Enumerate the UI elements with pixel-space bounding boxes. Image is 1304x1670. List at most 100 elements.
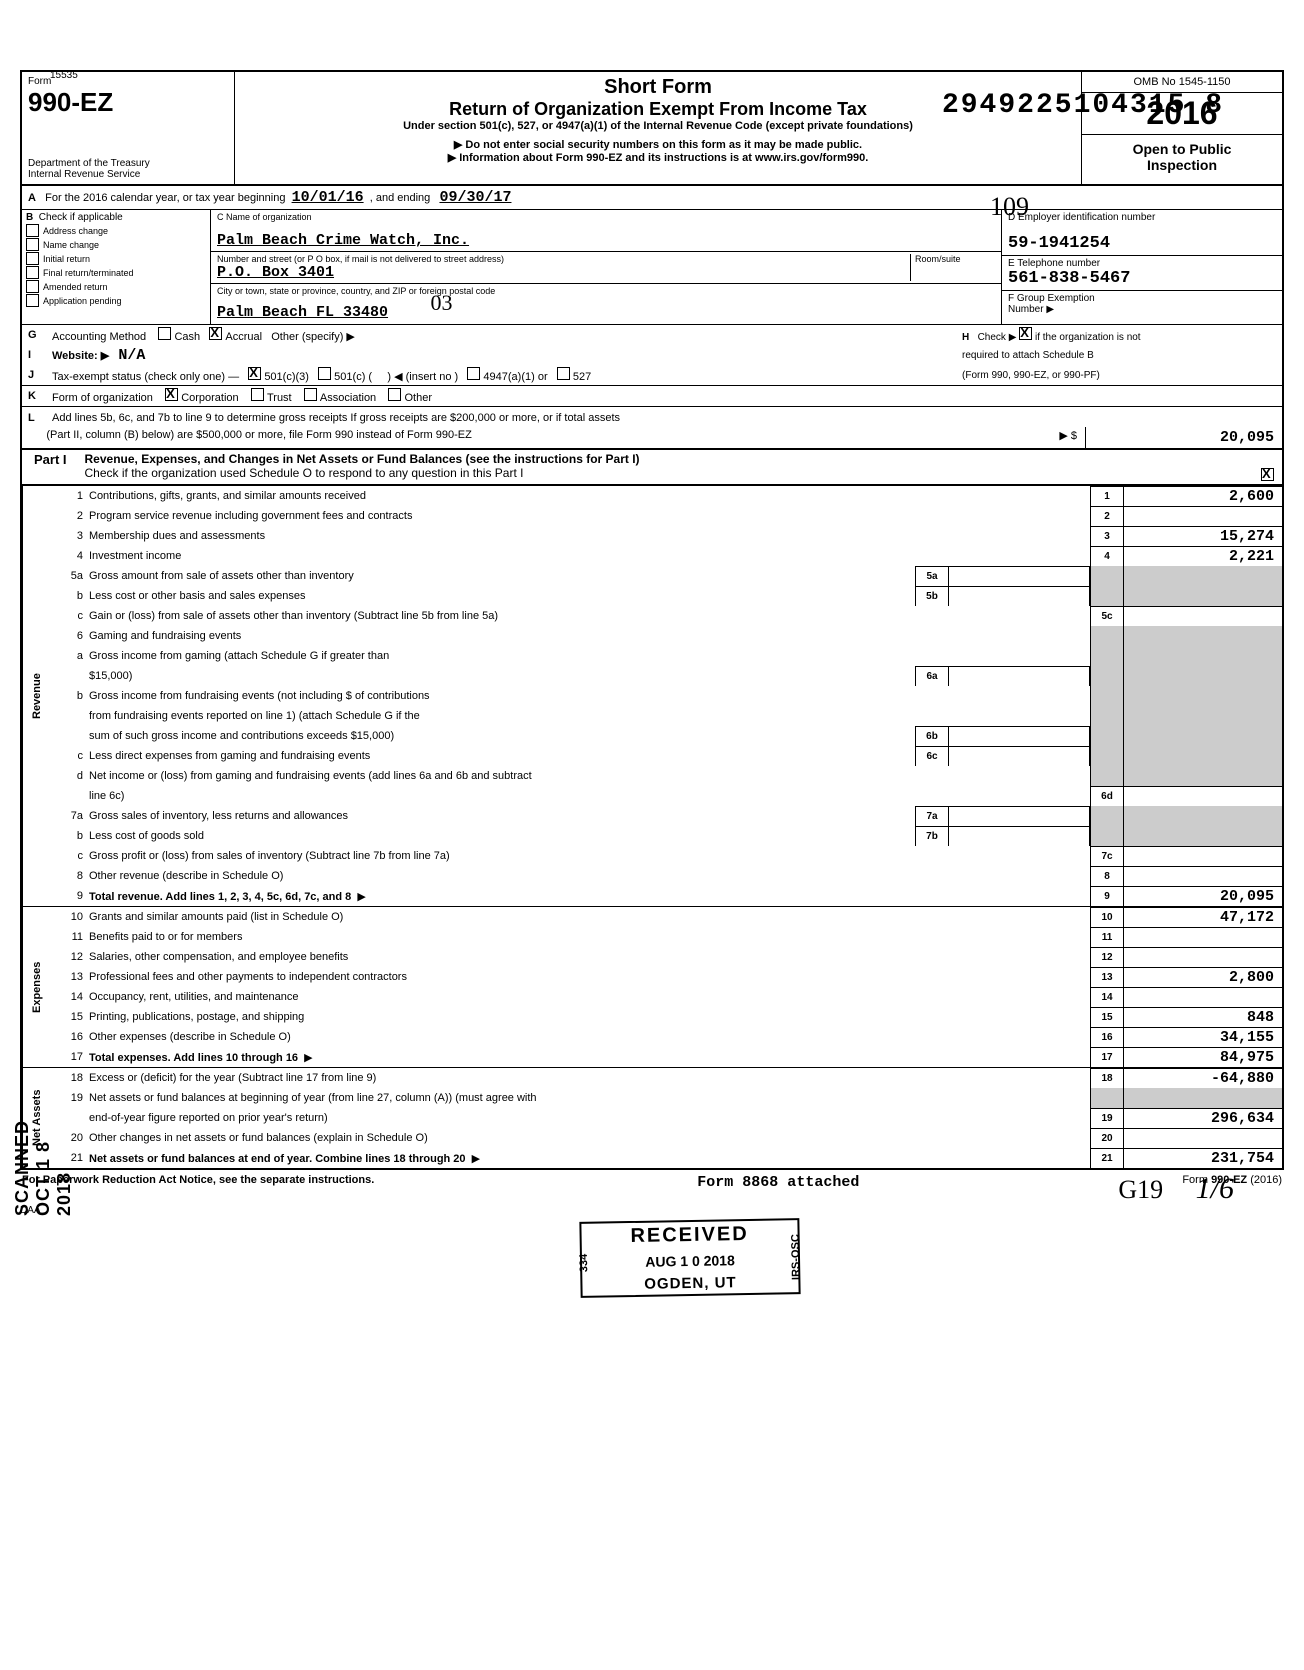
right-num-box: 21 bbox=[1090, 1148, 1124, 1168]
line-description: line 6c) bbox=[89, 790, 1090, 802]
check-corporation[interactable] bbox=[165, 388, 178, 401]
mid-box-num: 7b bbox=[915, 826, 949, 846]
right-num-box bbox=[1090, 766, 1124, 786]
right-value bbox=[1124, 706, 1282, 726]
check-schedule-o[interactable] bbox=[1261, 468, 1274, 481]
table-row: from fundraising events reported on line… bbox=[51, 706, 1282, 726]
open-line2: Inspection bbox=[1147, 157, 1217, 173]
check-accrual[interactable] bbox=[209, 327, 222, 340]
right-num-box: 8 bbox=[1090, 866, 1124, 886]
part-1-title: Revenue, Expenses, and Changes in Net As… bbox=[85, 452, 640, 466]
line-number: b bbox=[51, 830, 89, 842]
check-name-change[interactable]: Name change bbox=[26, 238, 206, 251]
check-header: Check if applicable bbox=[39, 212, 123, 223]
check-4947[interactable] bbox=[467, 367, 480, 380]
line-description: Contributions, gifts, grants, and simila… bbox=[89, 490, 1090, 502]
g-text: Accounting Method bbox=[52, 331, 146, 343]
line-description: Gross profit or (loss) from sales of inv… bbox=[89, 850, 1090, 862]
f-label: F Group Exemption bbox=[1008, 293, 1095, 304]
line-number: 8 bbox=[51, 870, 89, 882]
table-row: 14Occupancy, rent, utilities, and mainte… bbox=[51, 987, 1282, 1007]
org-name: Palm Beach Crime Watch, Inc. bbox=[217, 232, 469, 249]
check-h-schedule-b[interactable] bbox=[1019, 327, 1032, 340]
scanned-stamp: SCANNED OCT 1 8 2018 bbox=[12, 1110, 75, 1216]
check-amended-return[interactable]: Amended return bbox=[26, 280, 206, 293]
line-number: 1 bbox=[51, 490, 89, 502]
line-number: 17 bbox=[51, 1051, 89, 1063]
right-num-box bbox=[1090, 706, 1124, 726]
right-num-box: 19 bbox=[1090, 1108, 1124, 1128]
c-label: C Name of organization bbox=[217, 212, 312, 222]
table-row: 18Excess or (deficit) for the year (Subt… bbox=[51, 1068, 1282, 1088]
right-value bbox=[1124, 846, 1282, 866]
h-text-line2: required to attach Schedule B bbox=[962, 350, 1282, 361]
stamp-date: AUG 1 0 2018 bbox=[590, 1251, 790, 1270]
line-number: 16 bbox=[51, 1031, 89, 1043]
table-row: 16Other expenses (describe in Schedule O… bbox=[51, 1027, 1282, 1047]
right-value bbox=[1124, 806, 1282, 826]
line-description: Benefits paid to or for members bbox=[89, 931, 1090, 943]
mid-box-num: 6b bbox=[915, 726, 949, 746]
line-number: a bbox=[51, 650, 89, 662]
line-description: Less cost or other basis and sales expen… bbox=[89, 590, 915, 602]
document-locator-number: 2949225104315 8 bbox=[942, 90, 1224, 121]
received-stamp: RECEIVED AUG 1 0 2018 OGDEN, UT 334 IRS-… bbox=[579, 1218, 800, 1298]
form-header: Form 990-EZ Department of the Treasury I… bbox=[20, 70, 1284, 186]
row-a-prefix: For the 2016 calendar year, or tax year … bbox=[45, 192, 285, 204]
mid-box-val bbox=[949, 666, 1090, 686]
table-row: dNet income or (loss) from gaming and fu… bbox=[51, 766, 1282, 786]
line-description: Other changes in net assets or fund bala… bbox=[89, 1132, 1090, 1144]
gross-receipts-value: 20,095 bbox=[1085, 427, 1282, 448]
check-501c3[interactable] bbox=[248, 367, 261, 380]
right-value bbox=[1124, 1088, 1282, 1108]
right-value bbox=[1124, 866, 1282, 886]
table-row: $15,000)6a bbox=[51, 666, 1282, 686]
line-description: Gross income from gaming (attach Schedul… bbox=[89, 650, 1090, 662]
right-num-box: 4 bbox=[1090, 546, 1124, 566]
city-value: Palm Beach FL 33480 bbox=[217, 304, 388, 321]
line-description: Other revenue (describe in Schedule O) bbox=[89, 870, 1090, 882]
right-value bbox=[1124, 1128, 1282, 1148]
line-description: sum of such gross income and contributio… bbox=[89, 730, 915, 742]
part-1-header: Part I Revenue, Expenses, and Changes in… bbox=[20, 450, 1284, 486]
line-description: Investment income bbox=[89, 550, 1090, 562]
check-527[interactable] bbox=[557, 367, 570, 380]
check-final-return[interactable]: Final return/terminated bbox=[26, 266, 206, 279]
mid-box-num: 5a bbox=[915, 566, 949, 586]
right-num-box: 16 bbox=[1090, 1027, 1124, 1047]
check-cash[interactable] bbox=[158, 327, 171, 340]
line-number: 4 bbox=[51, 550, 89, 562]
check-application-pending[interactable]: Application pending bbox=[26, 294, 206, 307]
line-description: Gaming and fundraising events bbox=[89, 630, 1090, 642]
street-row: Number and street (or P O box, if mail i… bbox=[211, 252, 1001, 284]
line-number: c bbox=[51, 850, 89, 862]
right-num-box: 1 bbox=[1090, 486, 1124, 506]
right-value bbox=[1124, 506, 1282, 526]
right-num-box: 15 bbox=[1090, 1007, 1124, 1027]
line-description: Program service revenue including govern… bbox=[89, 510, 1090, 522]
right-num-box bbox=[1090, 746, 1124, 766]
check-other-org[interactable] bbox=[388, 388, 401, 401]
right-num-box bbox=[1090, 666, 1124, 686]
mid-box-num: 5b bbox=[915, 586, 949, 606]
right-num-box bbox=[1090, 586, 1124, 606]
right-num-box bbox=[1090, 686, 1124, 706]
open-to-public: Open to Public Inspection bbox=[1082, 135, 1282, 179]
website-value: N/A bbox=[118, 347, 145, 364]
row-a-end: 09/30/17 bbox=[439, 189, 511, 206]
check-address-change[interactable]: Address change bbox=[26, 224, 206, 237]
table-row: 4Investment income42,221 bbox=[51, 546, 1282, 566]
table-row: cGain or (loss) from sale of assets othe… bbox=[51, 606, 1282, 626]
check-initial-return[interactable]: Initial return bbox=[26, 252, 206, 265]
check-501c[interactable] bbox=[318, 367, 331, 380]
footer-daa: DAA bbox=[20, 1205, 1284, 1216]
check-trust[interactable] bbox=[251, 388, 264, 401]
city-label: City or town, state or province, country… bbox=[217, 286, 495, 296]
right-num-box: 11 bbox=[1090, 927, 1124, 947]
right-num-box: 13 bbox=[1090, 967, 1124, 987]
check-association[interactable] bbox=[304, 388, 317, 401]
l-arrow: ▶ $ bbox=[1051, 427, 1085, 448]
stamp-ogden: OGDEN, UT bbox=[590, 1273, 790, 1293]
line-description: $15,000) bbox=[89, 670, 915, 682]
table-row: 17Total expenses. Add lines 10 through 1… bbox=[51, 1047, 1282, 1067]
